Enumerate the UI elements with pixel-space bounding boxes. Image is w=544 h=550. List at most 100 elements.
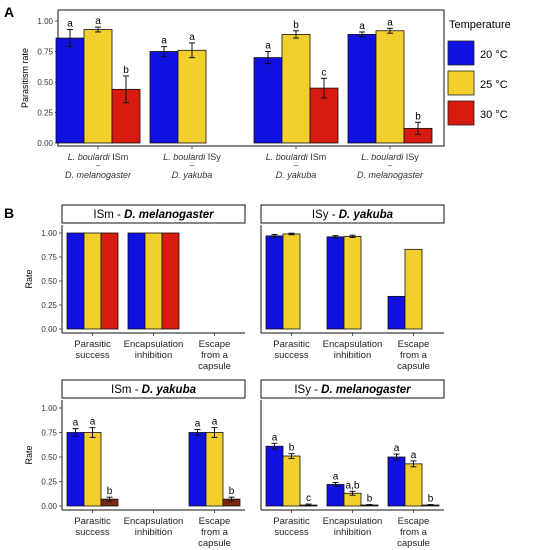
panel-b3-title-strip: [61, 379, 246, 399]
panel-a-xlabel-wasp-3: L. boulardi ISy: [361, 152, 419, 162]
panel-b3-letter-2-1: a: [212, 417, 218, 428]
panel-b1-xlabel-1-1: inhibition: [135, 350, 173, 361]
panel-b4-xlabel-1-0: Encapsulation: [323, 516, 383, 527]
panel-b4-title-strain: ISy -: [294, 384, 321, 396]
panel-b2-bar-2-1: [404, 248, 423, 330]
panel-b1-xlabel-0-1: success: [75, 350, 110, 361]
panel-a-xlabel-wasp-2: L. boulardi ISm: [266, 152, 327, 162]
panel-b4-title-strip: [260, 379, 445, 399]
panel-b2-bar-1-1: [343, 235, 362, 330]
panel-a-xlabel-host-0: D. melanogaster: [65, 170, 132, 180]
panel-b1-bar-0-1: [83, 232, 102, 330]
panel-b3-title-strain: ISm -: [111, 384, 142, 396]
panel-b2-xlabel-1-1: inhibition: [334, 350, 372, 361]
panel-b4-title: ISy - D. melanogaster: [294, 384, 411, 396]
panel-b3-ytick-label-0: 0.00: [41, 502, 57, 511]
panel-b4-xlabel-2-1: from a: [400, 527, 428, 538]
panel-a-xlabel-host-1: D. yakuba: [172, 170, 213, 180]
panel-a-xlabel-host-2: D. yakuba: [276, 170, 317, 180]
panel-a-ytick-label-4: 1.00: [37, 17, 53, 26]
panel-label-a: A: [4, 4, 14, 20]
panel-b3-ytick-label-3: 0.75: [41, 429, 57, 438]
panel-b1-xlabel-2-1: from a: [201, 350, 229, 361]
panel-b3-xlabel-2-0: Escape: [199, 516, 231, 527]
panel-b4-bar-2-1: [404, 463, 423, 507]
panel-a-bar-2-0: [253, 57, 283, 144]
panel-a-bar-1-0: [149, 51, 179, 144]
panel-a-xlabel-wasp-0: L. boulardi ISm: [68, 152, 129, 162]
panel-a-letter-1-1: a: [189, 32, 195, 43]
panel-b3-xlabel-0-1: success: [75, 527, 110, 538]
panel-b2-bar-1-0: [326, 236, 345, 330]
legend-swatch-30c: [447, 100, 475, 126]
panel-b2-xlabel-0-1: success: [274, 350, 309, 361]
panel-a-xlabel-dash-2: –: [294, 161, 299, 170]
panel-b3-title: ISm - D. yakuba: [111, 384, 197, 396]
panel-b3-ytick-label-2: 0.50: [41, 453, 57, 462]
panel-b3-ylabel: Rate: [24, 445, 34, 464]
panel-a-ytick-label-2: 0.50: [37, 78, 53, 87]
panel-b4-letter-1-0: a: [333, 471, 339, 482]
panel-b2-bar-0-0: [265, 235, 284, 330]
panel-b4-xlabel-2-0: Escape: [398, 516, 430, 527]
panel-b3-title-host: D. yakuba: [142, 384, 197, 396]
panel-a-xlabel-strain-1: ISy: [205, 152, 221, 162]
panel-b1-ytick-label-1: 0.25: [41, 301, 57, 310]
panel-a-xlabel-strain-0: ISm: [110, 152, 129, 162]
panel-b3-letter-0-1: a: [90, 417, 96, 428]
panel-a-xlabel-dash-3: –: [388, 161, 393, 170]
panel-b4-xlabel-2-2: capsule: [397, 538, 430, 549]
panel-b4-letter-2-0: a: [394, 443, 400, 454]
panel-b4-letter-0-2: c: [306, 493, 311, 504]
panel-a-letter-2-1: b: [293, 20, 299, 31]
panel-b1-title: ISm - D. melanogaster: [93, 209, 214, 221]
panel-b3-letter-2-2: b: [229, 486, 235, 497]
panel-b4-bar-0-0: [265, 445, 284, 507]
panel-a-letter-3-0: a: [359, 21, 365, 32]
panel-b1-title-host: D. melanogaster: [124, 209, 214, 221]
panel-b4-bar-0-1: [282, 455, 301, 507]
panel-b1-ytick-label-0: 0.00: [41, 325, 57, 334]
panel-b1-title-strain: ISm -: [93, 209, 124, 221]
panel-a-letter-1-0: a: [161, 36, 167, 47]
panel-b3-letter-2-0: a: [195, 419, 201, 430]
panel-b1-bar-1-0: [127, 232, 146, 330]
panel-b3-ytick-label-4: 1.00: [41, 404, 57, 413]
panel-b1-bar-0-0: [66, 232, 85, 330]
panel-a-ytick-label-3: 0.75: [37, 48, 53, 57]
panel-b2-xlabel-2-0: Escape: [398, 339, 430, 350]
panel-b4-letter-2-1: a: [411, 450, 417, 461]
panel-a-bar-0-0: [55, 37, 85, 144]
panel-b1-ytick-label-2: 0.50: [41, 277, 57, 286]
panel-a-xlabel-strain-3: ISy: [403, 152, 419, 162]
panel-b3-bar-2-0: [188, 432, 207, 507]
panel-b1-title-strip: [61, 204, 246, 224]
panel-b4-letter-1-1: a,b: [346, 480, 360, 491]
panel-b2-title-strip: [260, 204, 445, 224]
panel-b-isy-melanogaster-chart: ISy - D. melanogasterabcaa,bbaabParasiti…: [260, 379, 445, 549]
panel-a-xlabel-dash-1: –: [190, 161, 195, 170]
panel-b1-bar-1-1: [144, 232, 163, 330]
panel-b-ism-melanogaster-chart: ISm - D. melanogaster 0.00 0.25 0.50 0.75 1.0…: [24, 204, 246, 372]
panel-b3-ytick-label-1: 0.25: [41, 478, 57, 487]
panel-b4-letter-0-1: b: [289, 443, 295, 454]
legend-label-20c: 20 °C: [480, 49, 508, 61]
panel-b3-xlabel-2-1: from a: [201, 527, 229, 538]
panel-a-bar-3-0: [347, 34, 377, 144]
panel-a-letter-0-2: b: [123, 65, 129, 76]
panel-b2-title-strain: ISy -: [312, 209, 339, 221]
legend-swatch-25c: [447, 70, 475, 96]
panel-a-xlabel-species-2: L. boulardi: [266, 152, 309, 162]
panel-b3-xlabel-0-0: Parasitic: [74, 516, 111, 527]
panel-a-ytick-label-0: 0.00: [37, 139, 53, 148]
panel-b3-xlabel-1-1: inhibition: [135, 527, 173, 538]
panel-a-xlabel-strain-2: ISm: [308, 152, 327, 162]
panel-b3-xlabel-1-0: Encapsulation: [124, 516, 184, 527]
legend-swatch-20c: [447, 40, 475, 66]
panel-b4-title-host: D. melanogaster: [321, 384, 411, 396]
panel-b2-title: ISy - D. yakuba: [312, 209, 394, 221]
panel-a-bar-1-1: [177, 49, 207, 144]
panel-b1-ylabel: Rate: [24, 269, 34, 288]
panel-a-chart: 0.00 0.25 0.50 0.75 1.00 Parasitism rate a a b a a…: [20, 9, 445, 180]
